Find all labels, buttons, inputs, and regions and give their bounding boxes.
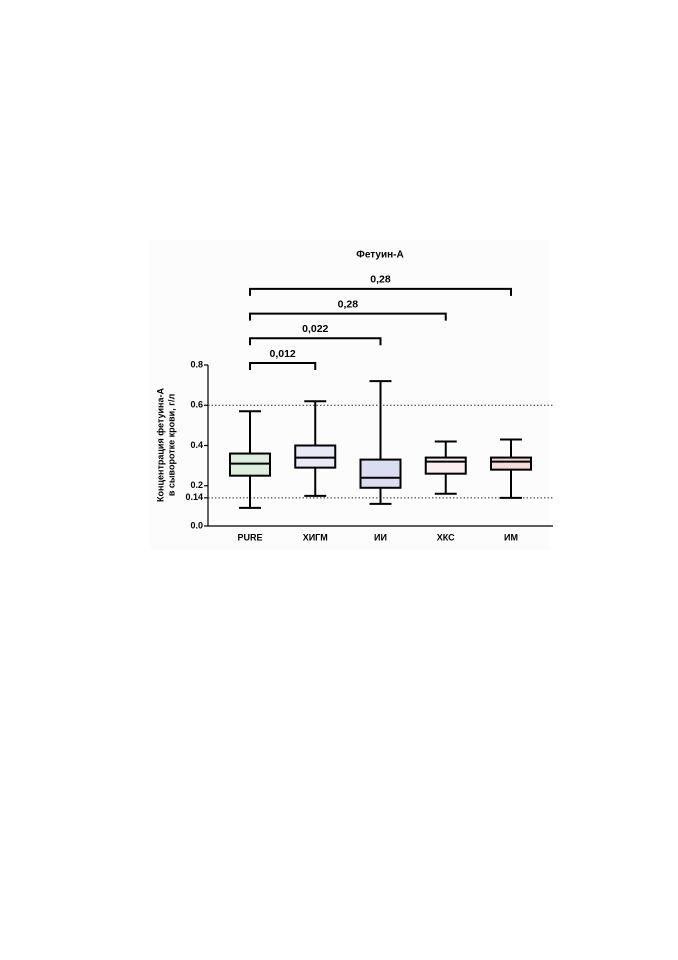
box bbox=[359, 458, 402, 489]
y-tick-label: 0.0 bbox=[190, 520, 203, 530]
p-value: 0,28 bbox=[338, 298, 359, 310]
x-tick-label: ИМ bbox=[504, 532, 518, 542]
y-tick-label: 0.8 bbox=[190, 359, 203, 369]
significance-bracket bbox=[249, 312, 447, 321]
p-value: 0,022 bbox=[302, 323, 328, 335]
x-tick-label: ХИГМ bbox=[303, 532, 328, 542]
box bbox=[294, 444, 337, 469]
box bbox=[490, 456, 532, 471]
y-tick-label: 0.14 bbox=[185, 492, 203, 502]
x-tick-label: ИИ bbox=[374, 532, 387, 542]
y-tick-label: 0.2 bbox=[190, 480, 203, 490]
y-axis-label: в сыворотке крови, г/л bbox=[166, 394, 176, 497]
x-tick-label: ХКС bbox=[437, 532, 455, 542]
y-tick-label: 0.6 bbox=[190, 400, 203, 410]
significance-bracket bbox=[249, 362, 317, 370]
box bbox=[424, 456, 467, 475]
chart-title: Фетуин-А bbox=[356, 250, 403, 261]
significance-bracket bbox=[249, 337, 382, 346]
y-tick-label: 0.4 bbox=[190, 440, 203, 450]
significance-bracket bbox=[249, 287, 512, 296]
y-axis-label: Концентрация фетуина-А bbox=[155, 388, 165, 502]
p-value: 0,28 bbox=[370, 274, 391, 286]
box bbox=[229, 452, 271, 477]
plot-background bbox=[150, 240, 550, 550]
x-tick-label: PURE bbox=[237, 532, 262, 542]
p-value: 0,012 bbox=[269, 348, 295, 360]
